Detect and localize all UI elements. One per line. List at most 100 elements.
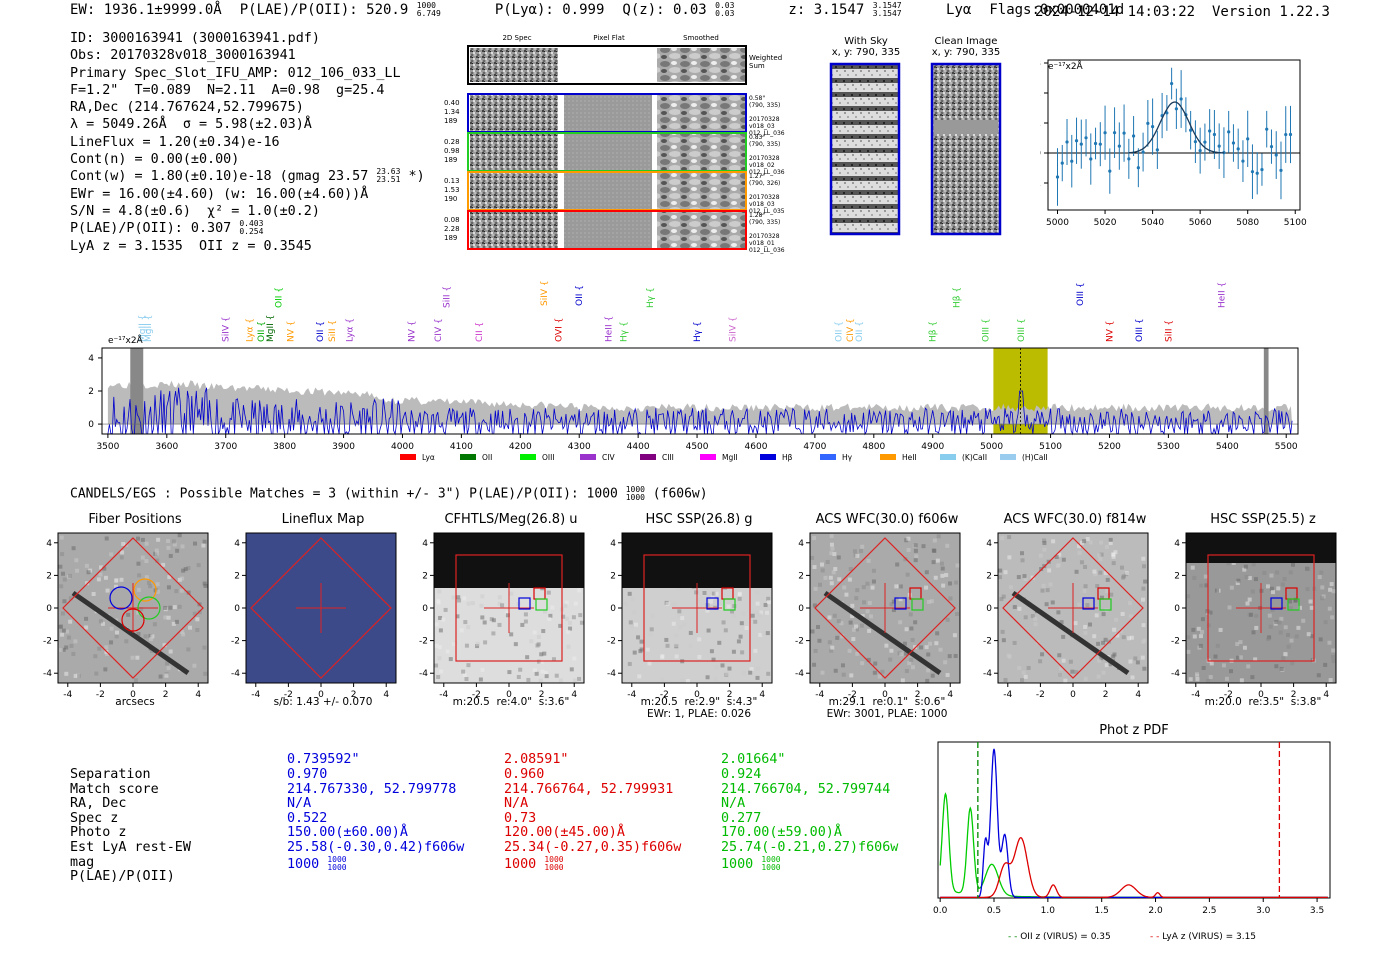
cutout-noise [98, 619, 103, 624]
cutout-noise [1289, 638, 1294, 643]
cutout-noise [1323, 620, 1328, 625]
cutout-noise [162, 643, 167, 648]
cutout-noise [203, 671, 208, 676]
cutout-noise [711, 591, 716, 596]
cutout-noise [812, 565, 817, 570]
cutout-noise [909, 626, 914, 631]
cutout-noise [1022, 574, 1027, 579]
cutout-noise [714, 665, 719, 670]
cutout-noise [1097, 658, 1102, 663]
cutout-ytick-label: -4 [1171, 669, 1180, 679]
cutout-noise [1215, 643, 1220, 648]
cutout-noise [59, 647, 64, 652]
cutout-noise [849, 673, 854, 678]
cutout-noise [475, 644, 480, 649]
cutout-bright-source [622, 533, 772, 588]
cutout-noise [839, 621, 844, 626]
match-column: 0.739592" 0.970 214.767330, 52.799778 N/A 0.… [287, 753, 464, 872]
cutout-noise [627, 591, 632, 596]
cutout-noise [1208, 675, 1213, 680]
cutout-noise [1310, 634, 1315, 639]
cutout-noise [1054, 554, 1059, 559]
cutout-noise [812, 536, 817, 541]
cutout-noise [741, 611, 746, 616]
cutout-noise [1023, 615, 1028, 620]
fit-data-point [1260, 168, 1264, 172]
photz-xtick-label: 3.5 [1310, 906, 1324, 916]
cutout-noise [854, 627, 859, 632]
match-value: 25.74(-0.21,0.27)f606w [721, 839, 899, 855]
cutout-noise [1204, 583, 1209, 588]
fit-data-point [1131, 134, 1136, 138]
cutout-noise [854, 624, 859, 629]
cutout-noise [1101, 640, 1106, 645]
photz-xtick-label: 2.0 [1148, 906, 1163, 916]
cutout-noise [1130, 675, 1135, 680]
cutout-xtick-label: -2 [1224, 690, 1233, 700]
cutout-noise [1085, 603, 1090, 608]
cutout-noise [114, 578, 119, 583]
cutout-noise [1296, 625, 1301, 630]
match-value: 1000 1000 1000 [721, 854, 781, 872]
cutout-noise [900, 678, 905, 683]
cutout-title: HSC SSP(26.8) g [645, 512, 753, 527]
cutout-noise [434, 622, 439, 627]
full-spec-xtick-label: 5300 [1157, 442, 1180, 452]
cutout-noise [62, 599, 67, 604]
fit-data-point [1231, 141, 1236, 145]
cutout-noise [155, 582, 160, 587]
cutout-noise [873, 661, 878, 666]
cutout-caption: m:29.1 re:0.1" s:0.6" EWr: 3001, PLAE: 1… [826, 696, 948, 720]
full-spec-legend-label: (H)CaII [1022, 453, 1048, 462]
photz-curve-red [940, 837, 1328, 899]
cutout-noise [1288, 570, 1293, 575]
full-spec-legend-label: CIV [602, 453, 615, 462]
cutout-noise [195, 617, 200, 622]
cutout-noise [855, 553, 860, 558]
match-value: 1000 1000 1000 [504, 854, 564, 872]
cutout-noise [572, 678, 577, 683]
cutout-noise [947, 654, 952, 659]
cutout-noise [115, 630, 120, 635]
full-spec-xtick-label: 3600 [155, 442, 178, 452]
spec2d-row-flat [564, 134, 652, 170]
photz-pdf-plot: Phot z PDF 0.0 0.5 1.0 1.5 2.0 2.5 3.0 3.5 - - … [920, 722, 1340, 950]
cutout-xtick-label: -2 [96, 690, 105, 700]
cutout-noise [829, 542, 834, 547]
cutout-noise [895, 562, 900, 567]
cutout-noise [1057, 653, 1062, 658]
cutout-xtick-label: 2 [1291, 690, 1297, 700]
match-value: 2.01664" [721, 752, 786, 768]
cutout-noise [1023, 577, 1028, 582]
full-spec-xtick-label: 3800 [273, 442, 296, 452]
cutout-noise [1021, 670, 1026, 675]
full-spec-masked-red [1263, 348, 1269, 434]
candels-summary: CANDELS/EGS : Possible Matches = 3 (with… [70, 485, 708, 502]
cutout-xtick-label: -4 [63, 690, 72, 700]
cutout-noise [136, 631, 141, 636]
cutout-noise [497, 595, 502, 600]
cutout-noise [674, 654, 679, 659]
cutout-noise [1020, 551, 1025, 556]
cutout-noise [1017, 606, 1022, 611]
cutout-ytick-label: 2 [610, 571, 616, 581]
cutout-xtick-label: 2 [163, 690, 169, 700]
cutout-noise [529, 639, 534, 644]
info-contw: Cont(w) = 1.80(±0.10)e-18 (gmag 23.57 23… [70, 167, 425, 185]
fit-data-point [1227, 130, 1231, 134]
cutout-noise [757, 613, 762, 618]
full-spec-legend-label: OII [482, 453, 492, 462]
cutout-noise [632, 610, 637, 615]
full-spec-legend-swatch [700, 454, 716, 460]
cutout-match-box [706, 597, 719, 610]
cutout-noise [183, 567, 188, 572]
cutout-noise [1076, 544, 1081, 549]
cutout-noise [491, 631, 496, 636]
cutout-noise [1282, 577, 1287, 582]
full-spec-line-id: SiIV { [728, 316, 738, 342]
full-spec-xtick-label: 3900 [332, 442, 355, 452]
cutout-noise [732, 604, 737, 609]
cutout-noise [1033, 616, 1038, 621]
cutout-noise [1266, 637, 1271, 642]
cutout-noise [68, 573, 73, 578]
